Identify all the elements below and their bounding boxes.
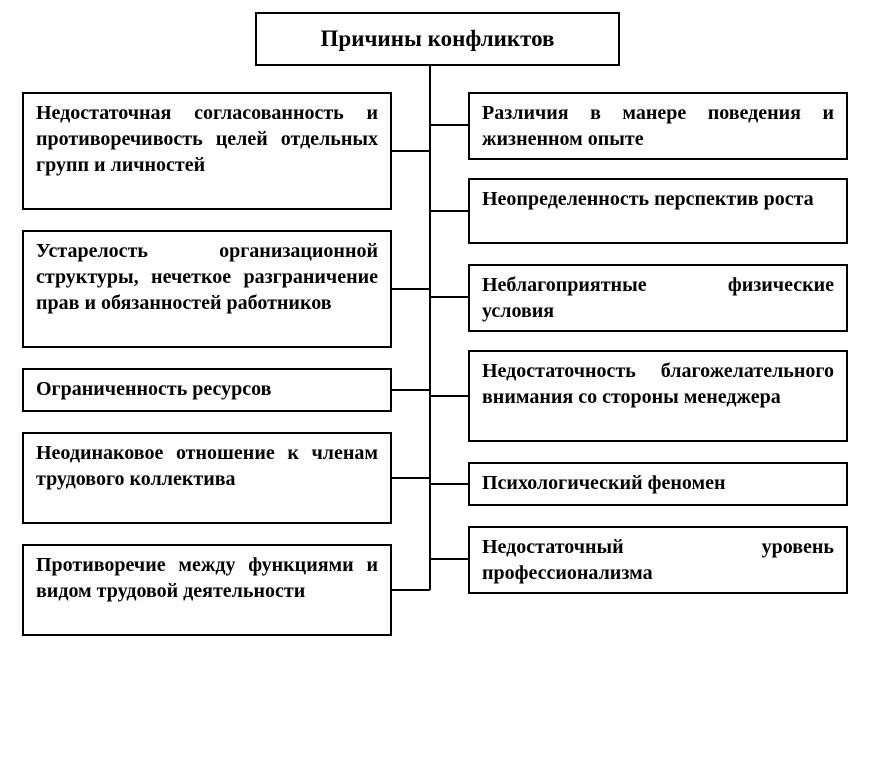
root-node: Причины конфликтов xyxy=(255,12,620,66)
right-node-3: Неблагоприятные физиче­ские условия xyxy=(468,264,848,332)
right-node-5: Психологический феномен xyxy=(468,462,848,506)
left-node-5: Противоречие между фун­кциями и видом тр… xyxy=(22,544,392,636)
left-node-3: Ограниченность ресурсов xyxy=(22,368,392,412)
right-node-4: Недостаточность благоже­лательного внима… xyxy=(468,350,848,442)
diagram-canvas: Причины конфликтов Недостаточная согласо… xyxy=(0,0,883,778)
left-node-1: Недостаточная согласован­ность и противо… xyxy=(22,92,392,210)
left-node-4: Неодинаковое отношение к членам трудовог… xyxy=(22,432,392,524)
right-node-1: Различия в манере поведе­ния и жизненном… xyxy=(468,92,848,160)
right-node-6: Недостаточный уровень профессионализма xyxy=(468,526,848,594)
left-node-2: Устарелость организаци­онной структуры, … xyxy=(22,230,392,348)
right-node-2: Неопределенность перспек­тив роста xyxy=(468,178,848,244)
